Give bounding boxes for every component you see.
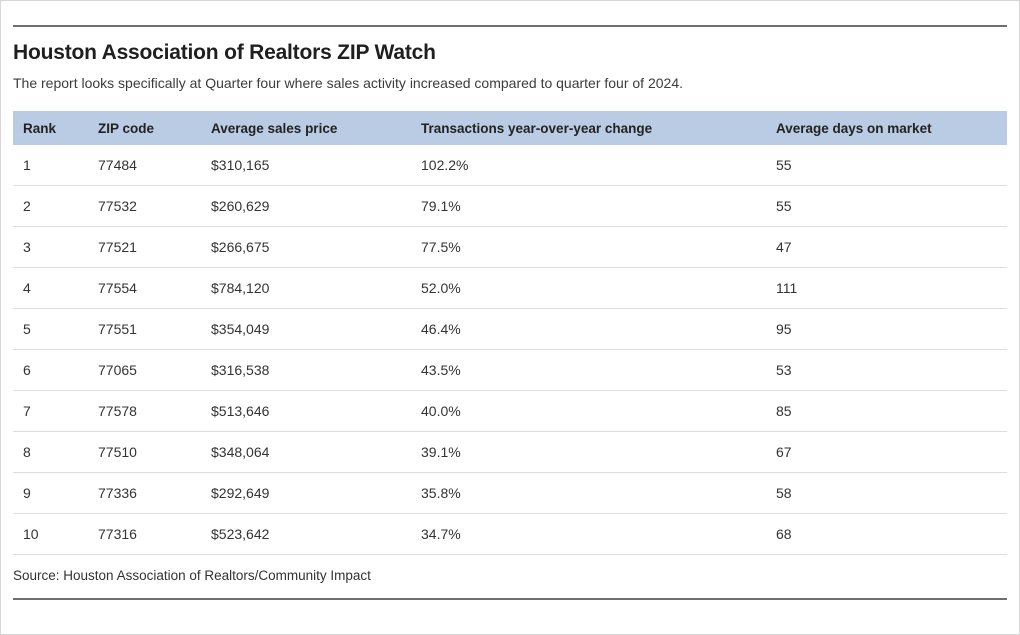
cell-zip-code: 77578 bbox=[88, 390, 201, 432]
cell-avg-sales-price: $523,642 bbox=[201, 513, 411, 555]
table-row: 5 77551 $354,049 46.4% 95 bbox=[13, 308, 1007, 350]
table-row: 4 77554 $784,120 52.0% 111 bbox=[13, 267, 1007, 309]
cell-avg-days-on-market: 67 bbox=[766, 431, 1007, 473]
source-attribution: Source: Houston Association of Realtors/… bbox=[13, 568, 371, 583]
cell-transactions-yoy-change: 46.4% bbox=[411, 308, 766, 350]
cell-rank: 4 bbox=[13, 267, 88, 309]
cell-zip-code: 77554 bbox=[88, 267, 201, 309]
table-header-row: Rank ZIP code Average sales price Transa… bbox=[13, 111, 1007, 145]
cell-transactions-yoy-change: 34.7% bbox=[411, 513, 766, 555]
cell-avg-days-on-market: 53 bbox=[766, 349, 1007, 391]
cell-transactions-yoy-change: 40.0% bbox=[411, 390, 766, 432]
cell-avg-days-on-market: 55 bbox=[766, 145, 1007, 186]
cell-avg-days-on-market: 85 bbox=[766, 390, 1007, 432]
table-row: 2 77532 $260,629 79.1% 55 bbox=[13, 185, 1007, 227]
table-row: 3 77521 $266,675 77.5% 47 bbox=[13, 226, 1007, 268]
cell-zip-code: 77532 bbox=[88, 185, 201, 227]
cell-transactions-yoy-change: 52.0% bbox=[411, 267, 766, 309]
cell-avg-sales-price: $348,064 bbox=[201, 431, 411, 473]
cell-avg-days-on-market: 47 bbox=[766, 226, 1007, 268]
cell-avg-sales-price: $292,649 bbox=[201, 472, 411, 514]
table-body: 1 77484 $310,165 102.2% 55 2 77532 $260,629 79.1… bbox=[13, 145, 1007, 555]
cell-avg-sales-price: $310,165 bbox=[201, 145, 411, 186]
cell-avg-sales-price: $260,629 bbox=[201, 185, 411, 227]
table-row: 9 77336 $292,649 35.8% 58 bbox=[13, 472, 1007, 514]
cell-avg-sales-price: $784,120 bbox=[201, 267, 411, 309]
column-header-transactions-yoy-change: Transactions year-over-year change bbox=[411, 111, 766, 145]
column-header-avg-days-on-market: Average days on market bbox=[766, 111, 1007, 145]
cell-zip-code: 77336 bbox=[88, 472, 201, 514]
table-row: 8 77510 $348,064 39.1% 67 bbox=[13, 431, 1007, 473]
cell-zip-code: 77510 bbox=[88, 431, 201, 473]
cell-rank: 10 bbox=[13, 513, 88, 555]
report-content: Houston Association of Realtors ZIP Watc… bbox=[1, 25, 1019, 600]
cell-avg-sales-price: $354,049 bbox=[201, 308, 411, 350]
cell-avg-sales-price: $316,538 bbox=[201, 349, 411, 391]
cell-rank: 7 bbox=[13, 390, 88, 432]
cell-transactions-yoy-change: 35.8% bbox=[411, 472, 766, 514]
page-title: Houston Association of Realtors ZIP Watc… bbox=[13, 41, 436, 64]
table-row: 10 77316 $523,642 34.7% 68 bbox=[13, 513, 1007, 555]
cell-rank: 5 bbox=[13, 308, 88, 350]
cell-zip-code: 77551 bbox=[88, 308, 201, 350]
table-row: 6 77065 $316,538 43.5% 53 bbox=[13, 349, 1007, 391]
cell-avg-sales-price: $513,646 bbox=[201, 390, 411, 432]
cell-zip-code: 77484 bbox=[88, 145, 201, 186]
bottom-divider-rule bbox=[13, 598, 1007, 600]
cell-rank: 6 bbox=[13, 349, 88, 391]
cell-transactions-yoy-change: 43.5% bbox=[411, 349, 766, 391]
column-header-zip-code: ZIP code bbox=[88, 111, 201, 145]
cell-avg-sales-price: $266,675 bbox=[201, 226, 411, 268]
cell-rank: 8 bbox=[13, 431, 88, 473]
cell-zip-code: 77065 bbox=[88, 349, 201, 391]
cell-zip-code: 77521 bbox=[88, 226, 201, 268]
cell-rank: 2 bbox=[13, 185, 88, 227]
cell-avg-days-on-market: 58 bbox=[766, 472, 1007, 514]
cell-rank: 3 bbox=[13, 226, 88, 268]
cell-rank: 9 bbox=[13, 472, 88, 514]
cell-rank: 1 bbox=[13, 145, 88, 186]
cell-avg-days-on-market: 55 bbox=[766, 185, 1007, 227]
cell-avg-days-on-market: 111 bbox=[766, 267, 1007, 309]
zip-watch-table: Rank ZIP code Average sales price Transa… bbox=[13, 111, 1007, 555]
cell-transactions-yoy-change: 39.1% bbox=[411, 431, 766, 473]
column-header-rank: Rank bbox=[13, 111, 88, 145]
cell-transactions-yoy-change: 102.2% bbox=[411, 145, 766, 186]
top-divider-rule bbox=[13, 25, 1007, 27]
cell-zip-code: 77316 bbox=[88, 513, 201, 555]
cell-avg-days-on-market: 95 bbox=[766, 308, 1007, 350]
column-header-avg-sales-price: Average sales price bbox=[201, 111, 411, 145]
page-subtitle: The report looks specifically at Quarter… bbox=[13, 75, 683, 91]
cell-transactions-yoy-change: 77.5% bbox=[411, 226, 766, 268]
table-row: 1 77484 $310,165 102.2% 55 bbox=[13, 145, 1007, 186]
table-row: 7 77578 $513,646 40.0% 85 bbox=[13, 390, 1007, 432]
cell-transactions-yoy-change: 79.1% bbox=[411, 185, 766, 227]
cell-avg-days-on-market: 68 bbox=[766, 513, 1007, 555]
